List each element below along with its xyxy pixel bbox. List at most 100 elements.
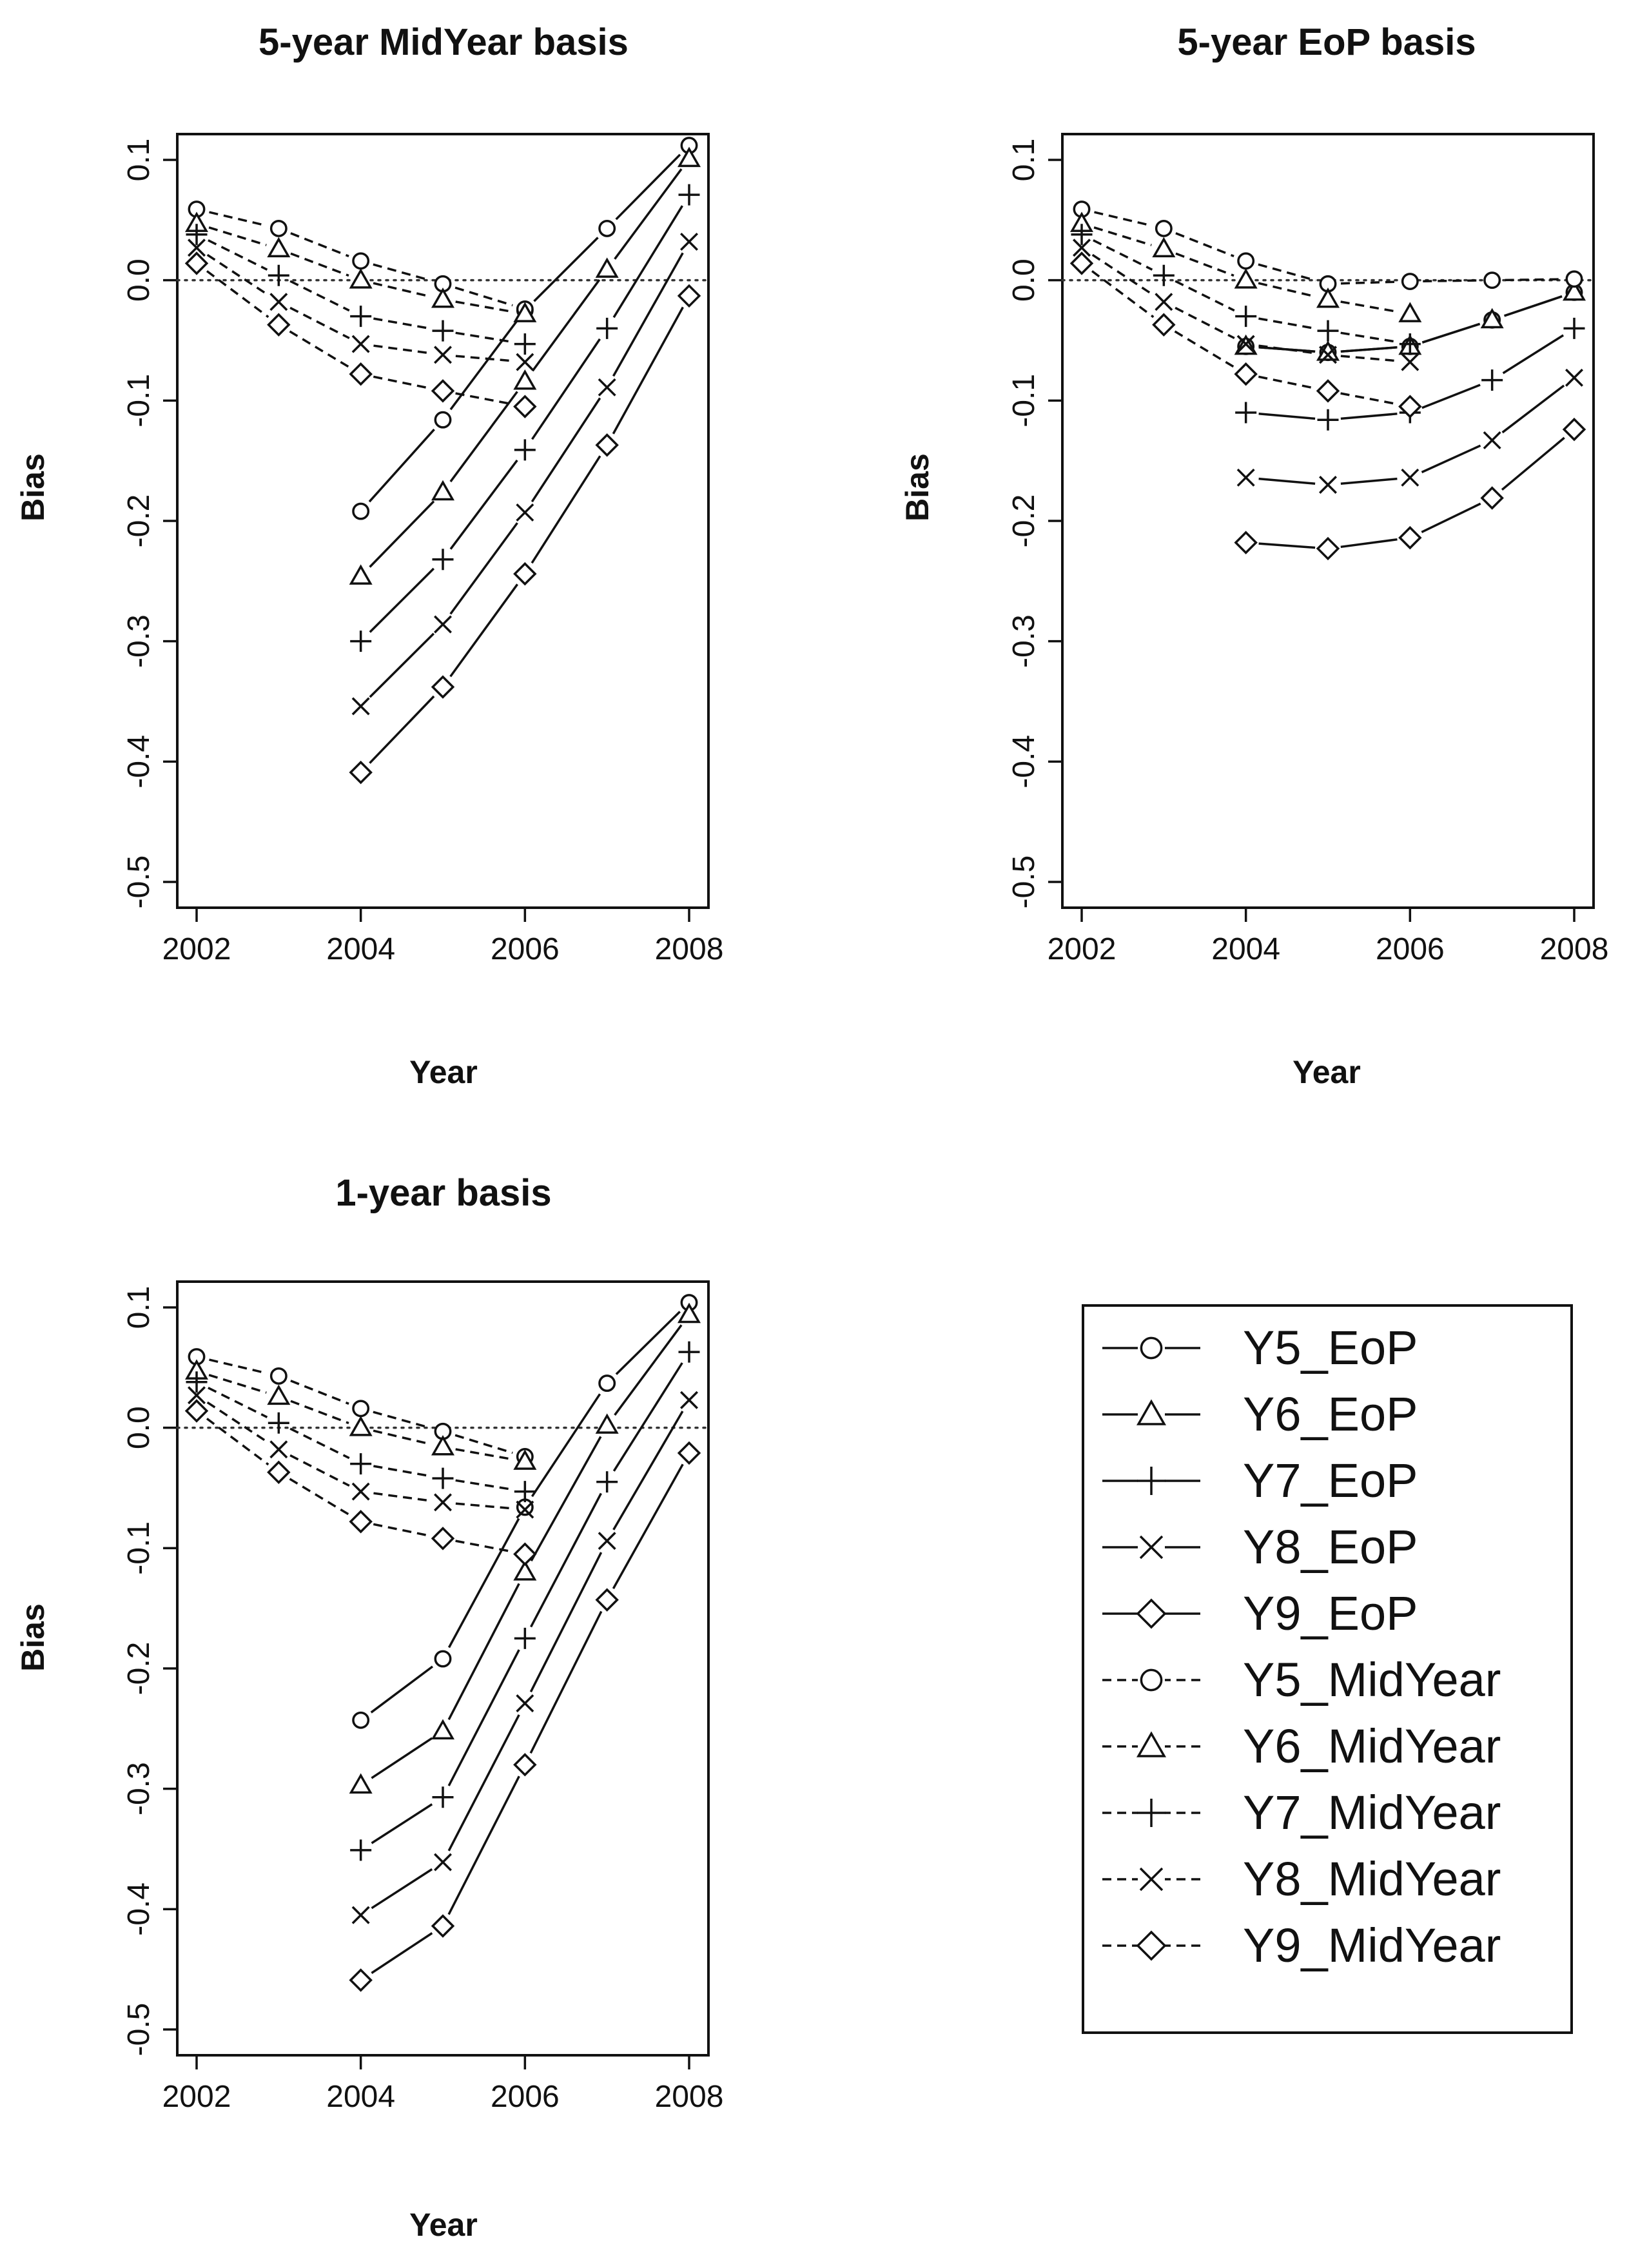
legend-label: Y6_EoP [1243,1387,1418,1441]
series-line [209,1358,513,1454]
data-point [596,1471,618,1493]
y-tick-label: -0.4 [122,735,156,788]
data-point [431,1435,455,1456]
series-y9-midyear [184,251,537,418]
series-line [371,1463,684,1974]
data-point [1236,335,1255,353]
series-y6-midyear [184,1359,537,1470]
data-point [349,760,373,785]
series-y7-eop [350,1341,700,1861]
legend-entry-y8-eop: Y8_EoP [1102,1520,1418,1574]
data-point [513,1560,537,1581]
series-y6-eop [349,146,701,585]
data-point [351,1482,370,1501]
data-point [1069,251,1094,275]
y-tick-label: -0.2 [122,1642,156,1696]
data-point [350,631,372,652]
data-point [513,1753,537,1777]
data-point [513,369,537,390]
data-point [1401,468,1419,487]
data-point [349,1773,373,1794]
legend-label: Y5_MidYear [1243,1653,1501,1706]
data-point [513,302,537,322]
series-y8-eop [351,1391,698,1924]
data-point [1155,219,1173,237]
series-y9-midyear [184,1399,537,1566]
data-point [269,1367,288,1385]
data-point [349,362,373,386]
data-point [350,1453,372,1475]
data-point [351,697,370,716]
x-tick-label: 2002 [162,2080,231,2114]
data-point [514,333,536,355]
series-y9-eop [349,284,701,785]
data-point [431,288,455,308]
chart-title: 5-year MidYear basis [258,21,629,63]
legend-marker [1139,1535,1164,1559]
data-point [431,1914,455,1938]
data-point [598,219,616,237]
plot-area [176,1294,710,1992]
data-point [1565,270,1583,288]
data-point [516,1500,534,1519]
data-point [513,1542,537,1566]
data-point [352,502,370,520]
data-point [352,252,370,270]
data-point [1234,362,1258,386]
data-point [1152,237,1176,258]
legend-marker [1140,1336,1163,1360]
chart-title: 5-year EoP basis [1177,21,1476,63]
series-line [1258,334,1565,420]
data-point [1398,525,1422,550]
data-point [1562,280,1586,301]
legend-key [1102,1533,1200,1561]
data-point [432,1786,454,1808]
data-point [434,615,452,634]
series-line [1091,253,1398,362]
data-point [269,293,288,311]
data-point [434,1493,452,1512]
data-point [349,268,373,289]
series-y7-midyear [186,1371,536,1503]
legend-entry-y5-midyear: Y5_MidYear [1102,1653,1501,1706]
series-y7-eop [350,184,700,652]
data-point [514,439,536,461]
legend-marker [1136,1731,1167,1757]
x-tick-label: 2002 [1048,932,1117,966]
x-axis-label: Year [1292,1054,1361,1090]
y-tick-label: -0.5 [122,855,156,909]
data-point [184,251,209,275]
series-y9-midyear [1069,251,1422,418]
series-y8-midyear [188,1386,534,1519]
legend-label: Y8_EoP [1243,1520,1418,1574]
series-line [206,1401,512,1510]
series-y8-midyear [188,239,534,371]
data-point [186,224,208,246]
series-line [369,168,683,568]
data-point [1234,531,1258,554]
series-y5-midyear [188,1348,534,1465]
series-line [369,205,683,633]
data-point [351,335,370,353]
y-tick-label: -0.1 [122,374,156,427]
legend-key [1102,1865,1200,1893]
y-axis-label: Bias [899,453,935,522]
legend-marker [1140,1668,1163,1692]
series-line [208,226,512,313]
x-tick-label: 2006 [1376,932,1445,966]
data-point [188,239,206,257]
data-point [350,306,372,327]
data-point [1316,379,1340,403]
series-y8-midyear [1073,239,1419,371]
data-point [596,317,618,339]
data-point [431,1527,455,1550]
legend-label: Y9_EoP [1243,1587,1418,1640]
data-point [1563,317,1585,339]
plot-frame [1061,133,1595,909]
legend-label: Y5_EoP [1243,1321,1418,1374]
series-line [1258,295,1563,353]
data-point [1483,271,1501,289]
data-point [434,411,452,429]
y-tick-label: 0.0 [122,259,156,302]
legend-label: Y6_MidYear [1243,1719,1501,1773]
